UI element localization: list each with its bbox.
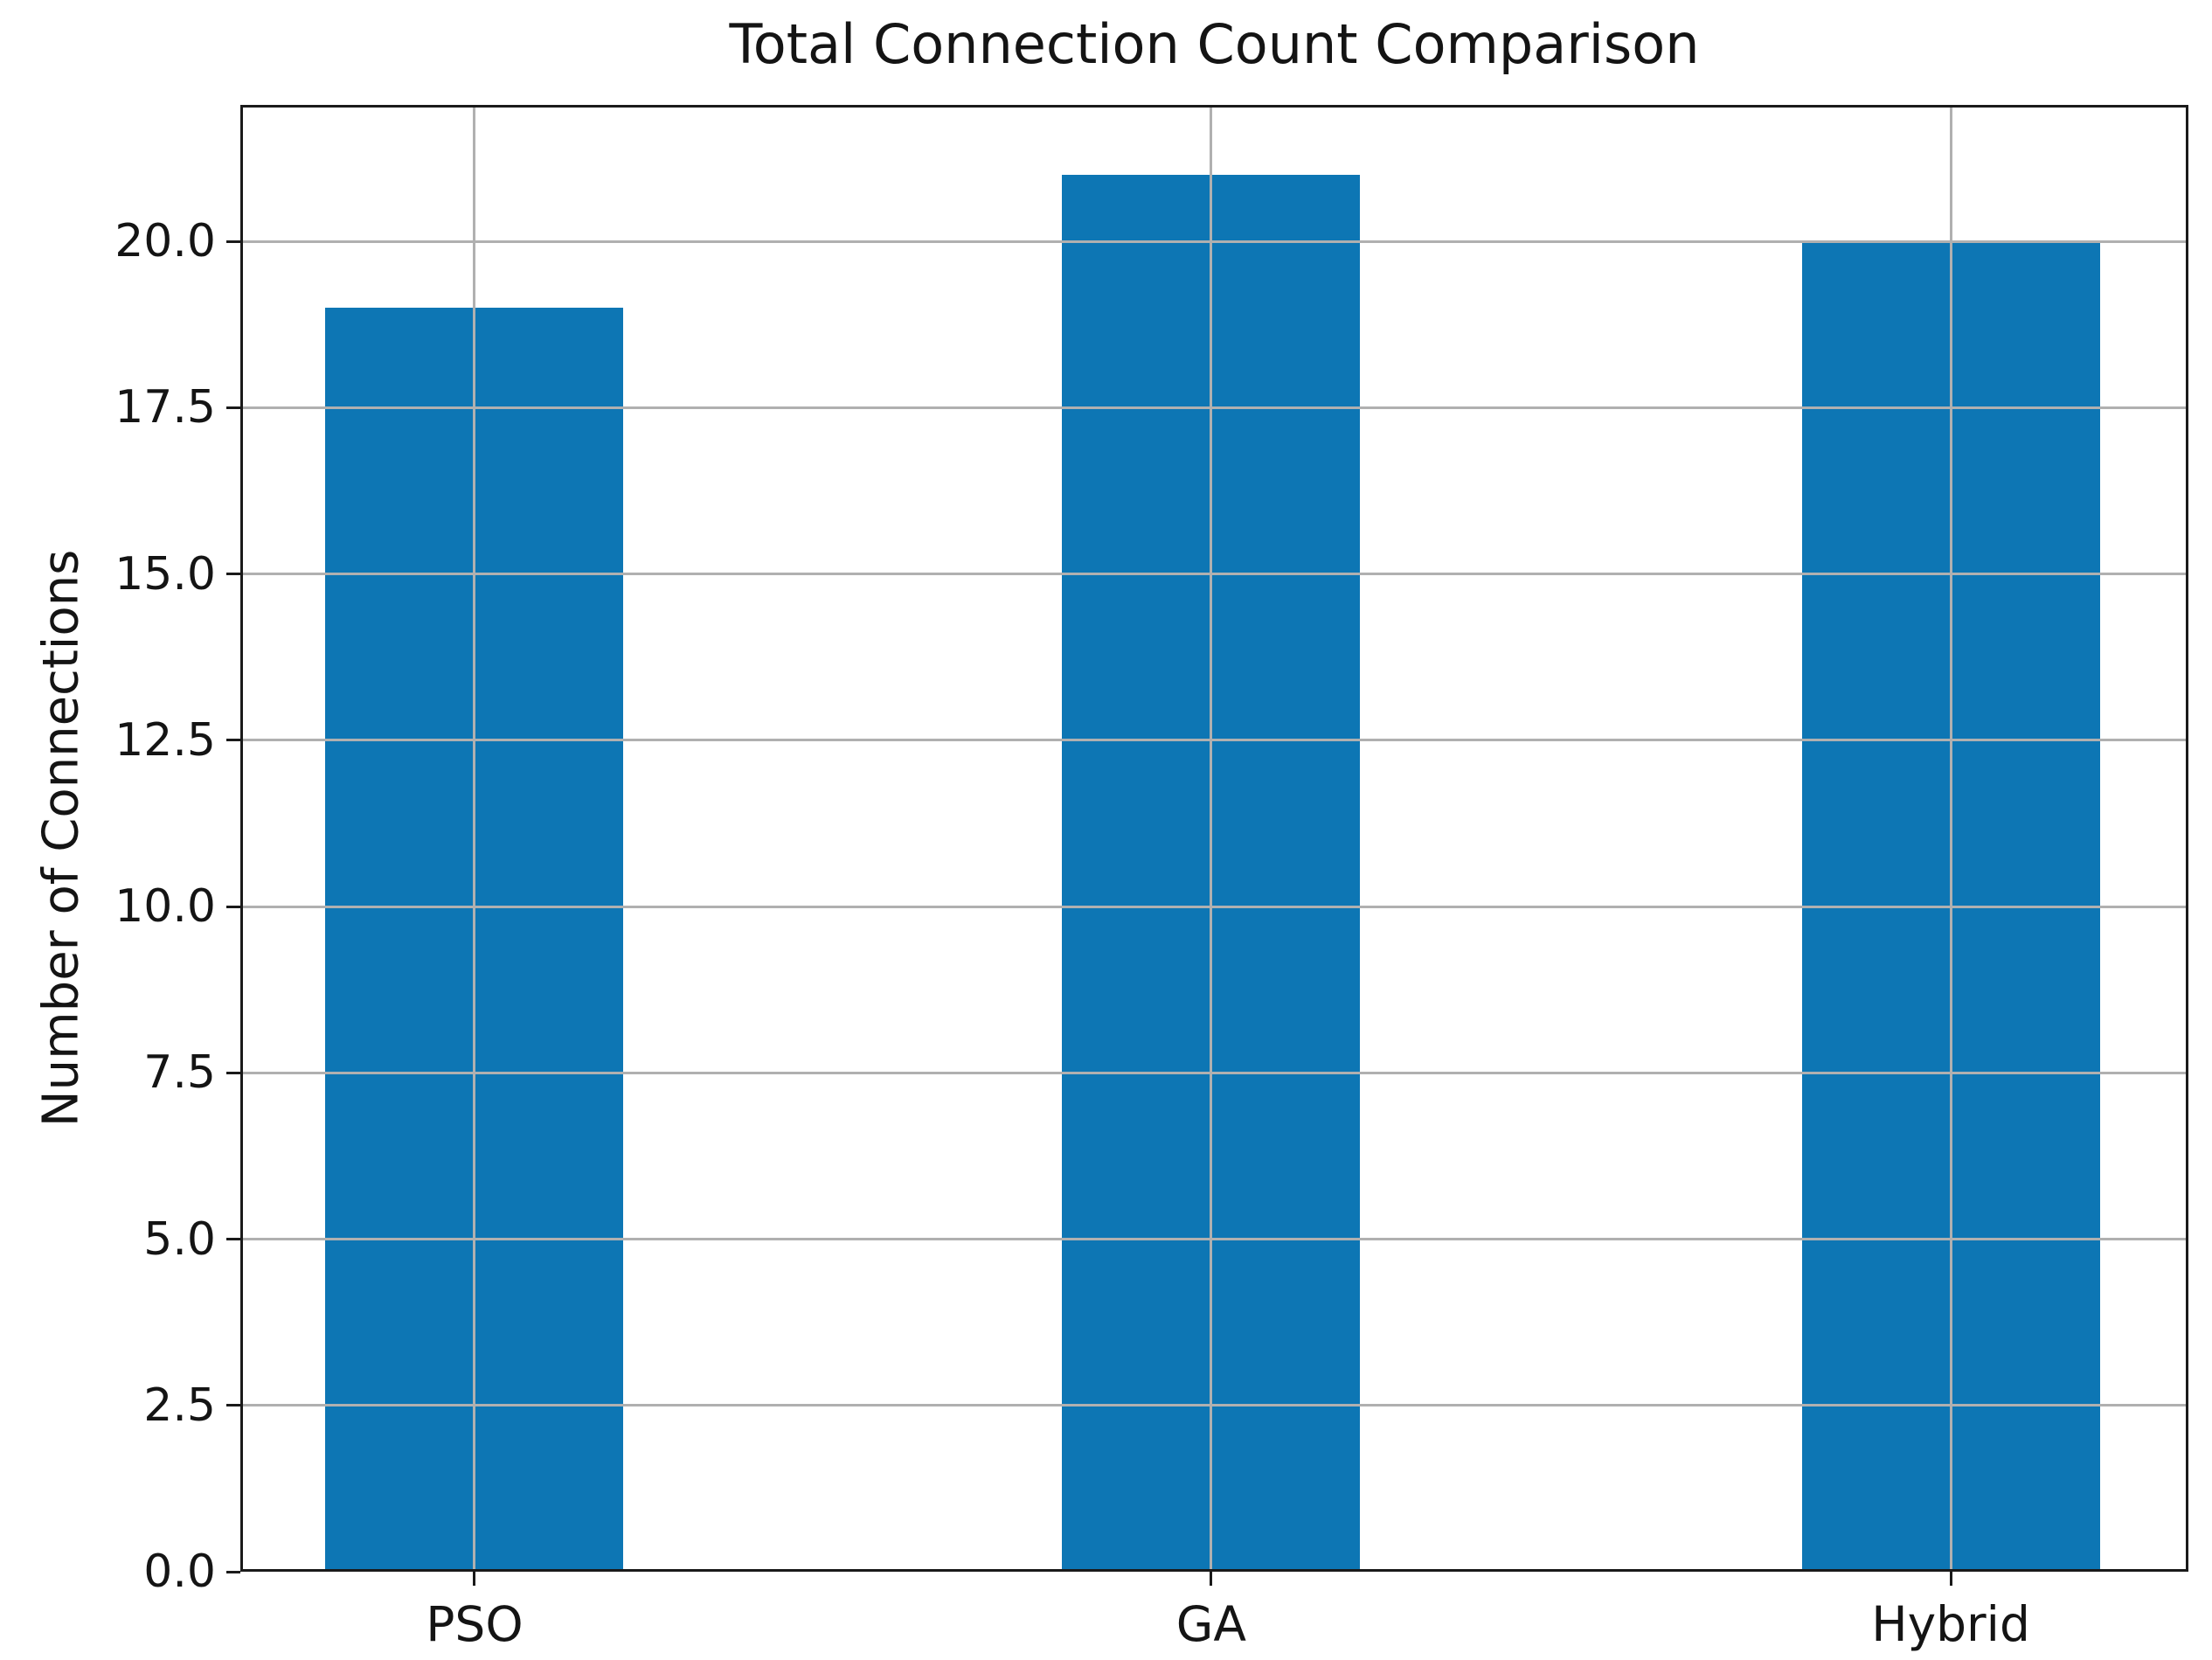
x-tick-label-ga: GA	[1175, 1596, 1247, 1652]
v-gridline-ga	[1210, 105, 1213, 1572]
h-gridline-2.5	[240, 1404, 2188, 1407]
y-tick-label-20.0: 20.0	[114, 215, 216, 267]
h-gridline-12.5	[240, 739, 2188, 742]
y-tick-label-2.5: 2.5	[143, 1379, 216, 1432]
h-gridline-15.0	[240, 573, 2188, 575]
x-tick-label-pso: PSO	[426, 1596, 524, 1652]
h-gridline-17.5	[240, 406, 2188, 409]
y-tick-label-15.0: 15.0	[114, 547, 216, 601]
h-gridline-5.0	[240, 1238, 2188, 1240]
y-tick-label-5.0: 5.0	[143, 1212, 216, 1266]
y-tick-label-12.5: 12.5	[114, 713, 216, 767]
y-tick-mark-2.5	[226, 1404, 240, 1407]
y-axis-label: Number of Connections	[32, 549, 90, 1128]
y-tick-mark-12.5	[226, 739, 240, 742]
h-gridline-20.0	[240, 240, 2188, 243]
x-tick-label-hybrid: Hybrid	[1871, 1596, 2030, 1652]
y-tick-label-7.5: 7.5	[143, 1046, 216, 1100]
y-tick-mark-17.5	[226, 406, 240, 409]
h-gridline-10.0	[240, 905, 2188, 908]
h-gridline-7.5	[240, 1071, 2188, 1074]
grid-layer	[240, 105, 2188, 1572]
v-gridline-hybrid	[1949, 105, 1952, 1572]
chart-title: Total Connection Count Comparison	[729, 12, 1700, 76]
y-tick-mark-15.0	[226, 573, 240, 575]
y-tick-mark-10.0	[226, 905, 240, 908]
x-tick-mark-pso	[473, 1572, 476, 1586]
y-tick-label-17.5: 17.5	[114, 381, 216, 434]
v-gridline-pso	[473, 105, 476, 1572]
y-tick-label-10.0: 10.0	[114, 880, 216, 933]
y-tick-label-0.0: 0.0	[143, 1545, 216, 1598]
y-tick-mark-7.5	[226, 1071, 240, 1074]
x-tick-mark-hybrid	[1949, 1572, 1952, 1586]
y-tick-mark-5.0	[226, 1238, 240, 1240]
y-tick-mark-20.0	[226, 240, 240, 243]
plot-area	[240, 105, 2188, 1572]
x-tick-mark-ga	[1210, 1572, 1213, 1586]
y-tick-mark-0.0	[226, 1570, 240, 1573]
